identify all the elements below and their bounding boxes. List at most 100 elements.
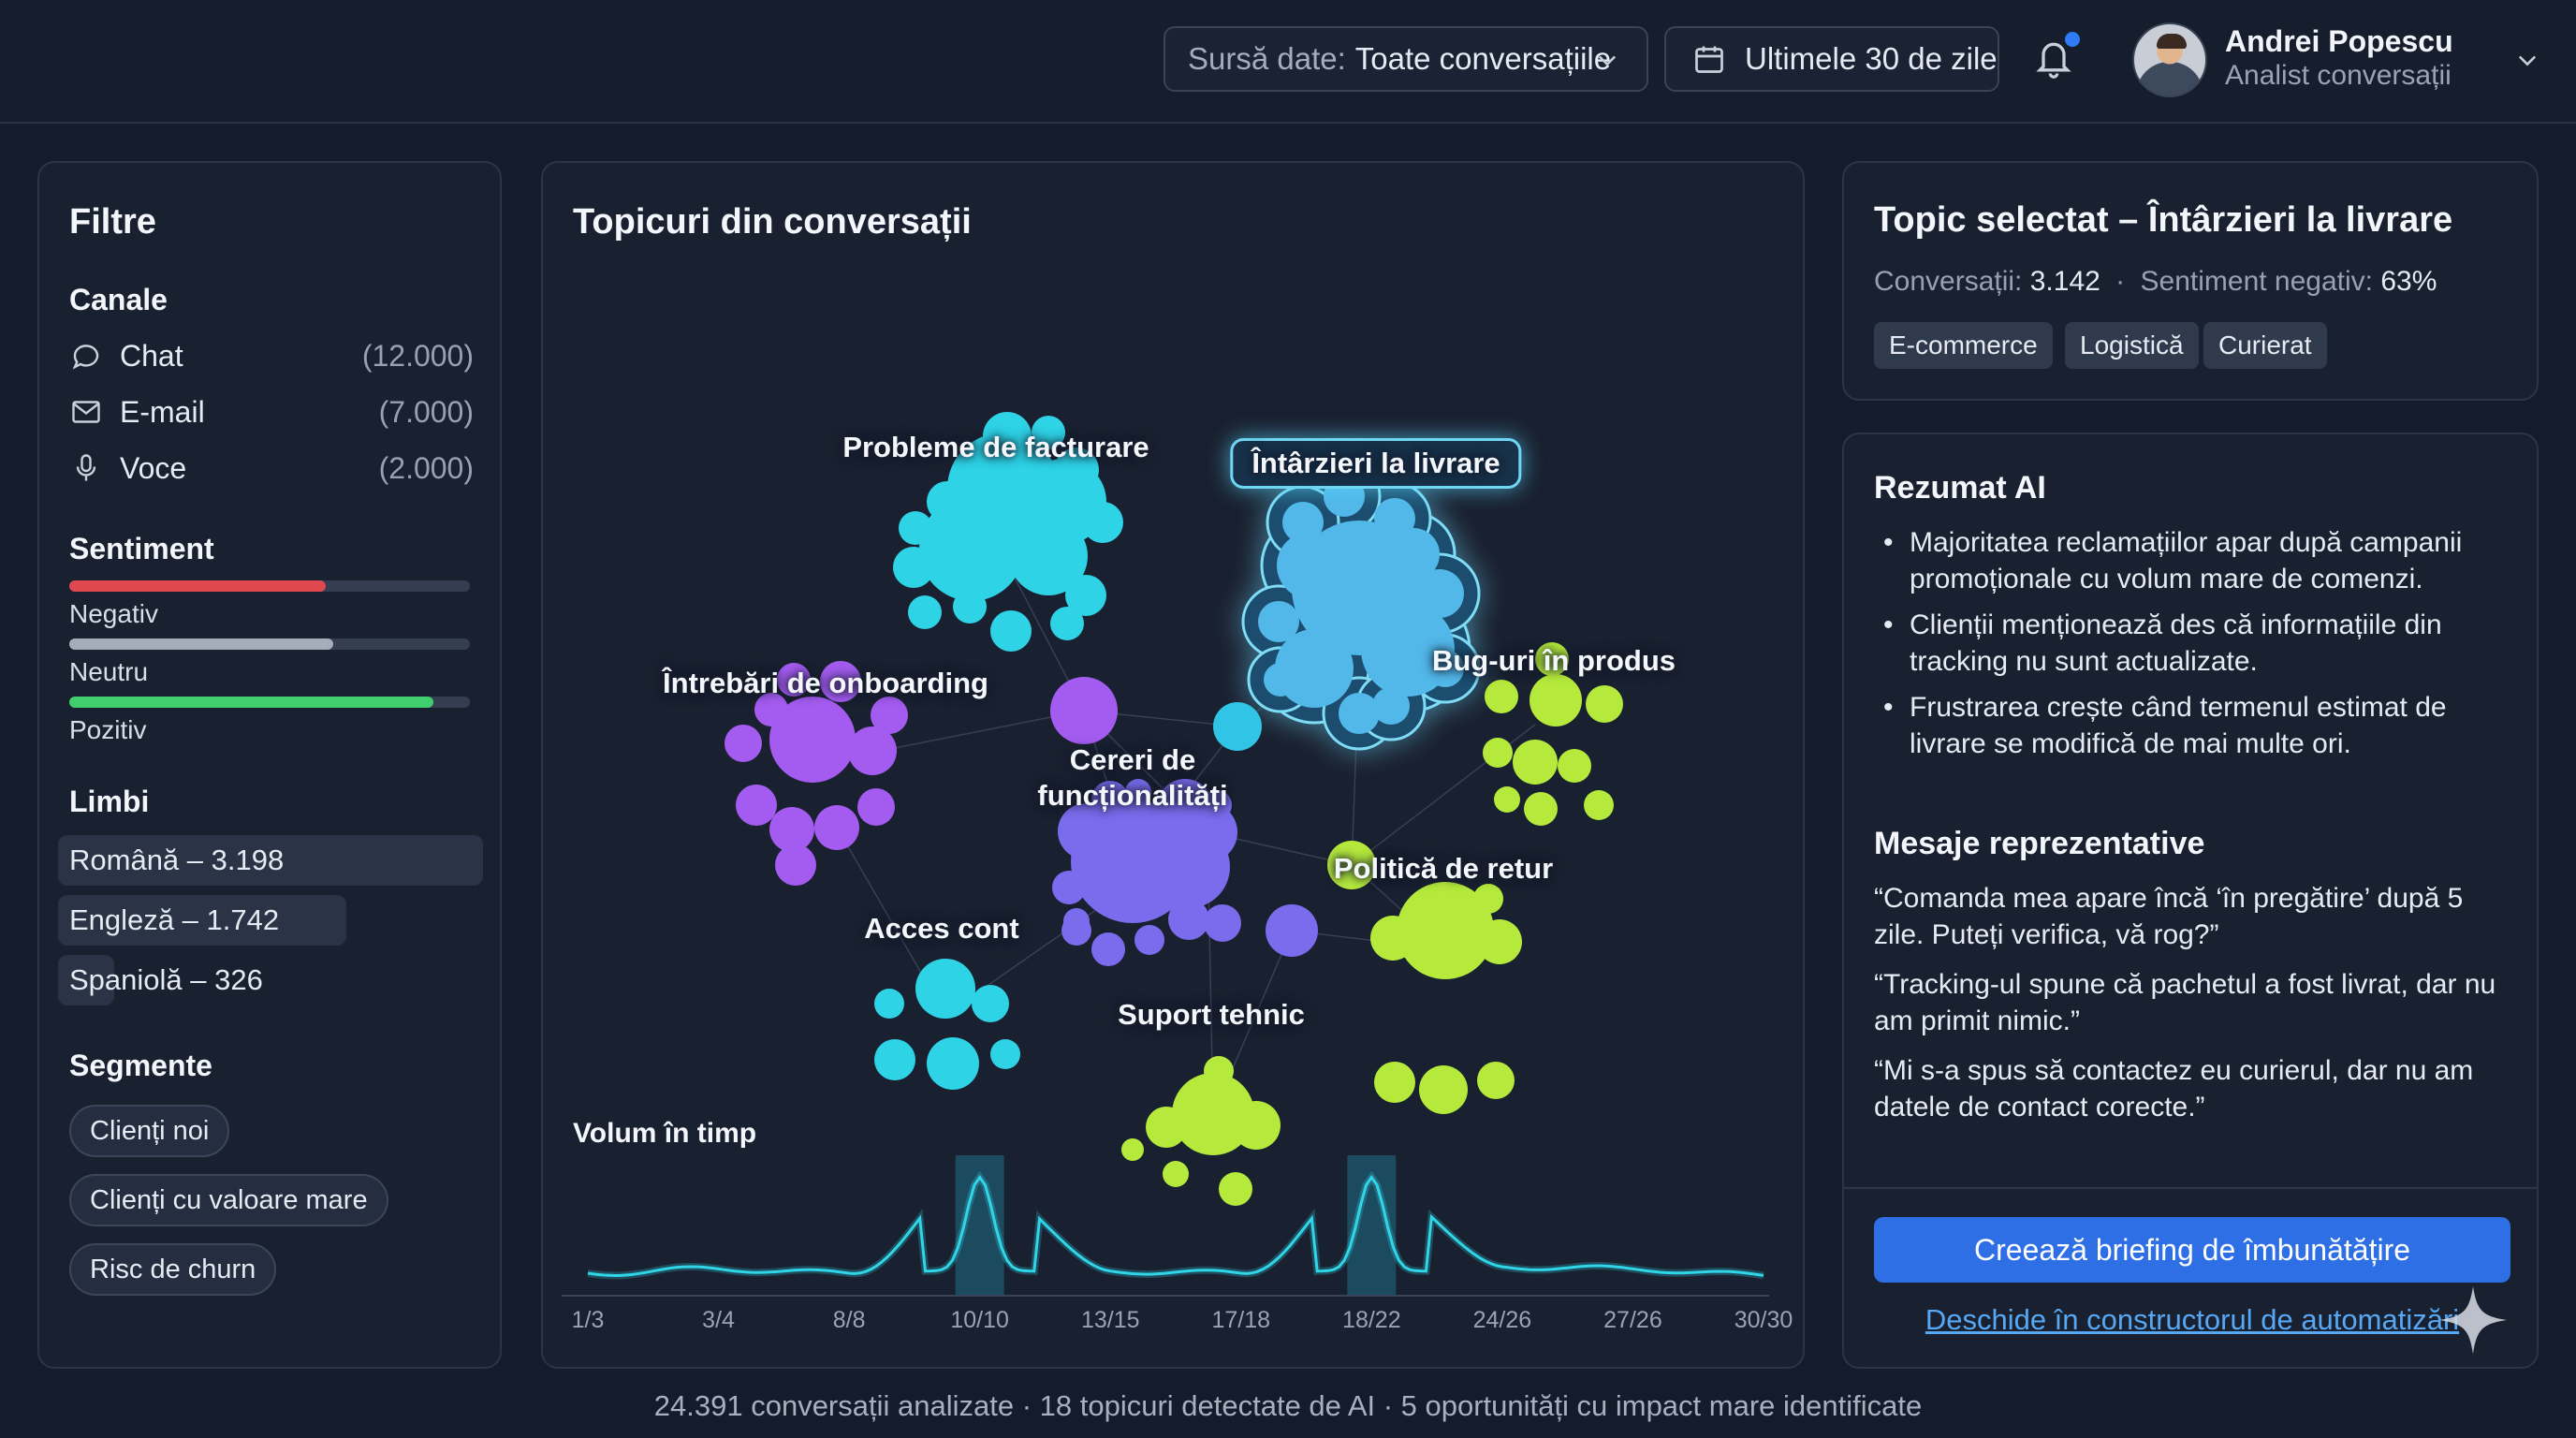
topic-label-delivery-delays[interactable]: Întârzieri la livrare: [1230, 438, 1522, 489]
topic-bubble[interactable]: [1530, 674, 1582, 726]
segment-chip-churn-risk[interactable]: Risc de churn: [69, 1243, 277, 1296]
topic-bubble[interactable]: [915, 959, 975, 1019]
topic-label-tech-support[interactable]: Suport tehnic: [1118, 998, 1305, 1031]
hub-bubble[interactable]: [1050, 677, 1118, 744]
topic-bubble[interactable]: [990, 610, 1032, 652]
topic-bubble[interactable]: [871, 697, 908, 734]
topic-cluster[interactable]: [1370, 882, 1522, 1114]
topic-cluster[interactable]: [893, 412, 1123, 652]
topic-bubble[interactable]: [972, 985, 1009, 1022]
topic-bubble[interactable]: [1125, 779, 1151, 805]
topic-bubble[interactable]: [848, 726, 897, 775]
sentiment-bar-negative[interactable]: [69, 580, 470, 592]
topic-bubble[interactable]: [874, 1039, 915, 1080]
topic-bubble[interactable]: [1204, 1056, 1234, 1086]
hub-bubble[interactable]: [1178, 802, 1237, 862]
topic-cluster[interactable]: [874, 959, 1020, 1090]
channel-email[interactable]: E-mail (7.000): [69, 391, 474, 433]
language-item-romanian[interactable]: Română – 3.198: [58, 835, 483, 886]
topic-cluster[interactable]: [1052, 779, 1241, 966]
topic-bubble[interactable]: [1494, 786, 1520, 813]
topic-bubble[interactable]: [1372, 687, 1410, 725]
date-range-picker[interactable]: Ultimele 30 de zile: [1664, 26, 1999, 92]
topic-bubble[interactable]: [1415, 569, 1464, 618]
topic-bubble[interactable]: [1091, 781, 1129, 818]
topic-bubble[interactable]: [1258, 601, 1299, 642]
topic-bubble[interactable]: [1524, 792, 1558, 826]
topic-bubble[interactable]: [1168, 899, 1209, 940]
topic-bubble[interactable]: [1146, 1107, 1187, 1148]
channel-chat[interactable]: Chat (12.000): [69, 335, 474, 376]
topic-bubble[interactable]: [775, 844, 816, 886]
topic-label-product-bugs[interactable]: Bug-uri în produs: [1431, 644, 1676, 677]
topic-bubble[interactable]: [1219, 1172, 1252, 1206]
topic-bubble[interactable]: [1473, 884, 1503, 914]
topic-label-feature-requests[interactable]: Cereri de: [1069, 743, 1196, 776]
topic-bubble[interactable]: [908, 595, 942, 629]
topic-bubble[interactable]: [1535, 642, 1569, 676]
topic-cluster[interactable]: [1483, 642, 1623, 826]
topic-bubble[interactable]: [1427, 650, 1464, 687]
topic-bubble[interactable]: [736, 785, 777, 826]
create-briefing-button[interactable]: Creează briefing de îmbunătățire: [1874, 1217, 2510, 1283]
topic-bubble[interactable]: [1370, 916, 1415, 961]
topic-bubble[interactable]: [1264, 663, 1297, 697]
topic-bubble[interactable]: [820, 661, 861, 702]
topic-bubble[interactable]: [1134, 925, 1164, 955]
topic-cluster[interactable]: [1241, 459, 1481, 751]
topic-bubble[interactable]: [1397, 882, 1494, 979]
topic-bubble[interactable]: [990, 1039, 1020, 1069]
channel-voice[interactable]: Voce (2.000): [69, 448, 474, 489]
topic-bubble[interactable]: [1050, 607, 1084, 640]
topic-bubble[interactable]: [953, 590, 987, 624]
topic-bubble[interactable]: [1032, 416, 1065, 449]
sentiment-bar-positive[interactable]: [69, 697, 470, 708]
tag-chip-courier[interactable]: Curierat: [2203, 322, 2327, 369]
segment-chip-new-clients[interactable]: Clienți noi: [69, 1105, 230, 1157]
topic-bubble[interactable]: [927, 481, 968, 522]
avatar[interactable]: [2132, 22, 2207, 97]
topic-bubble[interactable]: [927, 1037, 979, 1090]
topic-label-return-policy[interactable]: Politică de retur: [1333, 852, 1554, 885]
topic-bubble[interactable]: [1374, 1062, 1415, 1103]
topic-bubble[interactable]: [1584, 790, 1614, 820]
topic-bubble[interactable]: [769, 697, 856, 783]
topic-bubble[interactable]: [1065, 575, 1106, 616]
topic-bubble[interactable]: [1277, 532, 1344, 599]
topic-bubble[interactable]: [1058, 803, 1114, 859]
topic-bubble[interactable]: [919, 496, 1024, 601]
topic-bubble[interactable]: [1163, 1161, 1189, 1187]
topic-bubble[interactable]: [1477, 1062, 1515, 1099]
topic-label-account-access[interactable]: Acces cont: [864, 912, 1019, 945]
topic-bubble[interactable]: [1477, 919, 1522, 964]
topic-bubble[interactable]: [1374, 498, 1415, 539]
topic-bubble[interactable]: [1387, 528, 1440, 580]
language-item-english[interactable]: Engleză – 1.742: [58, 895, 346, 946]
topic-cluster[interactable]: [1121, 1056, 1281, 1206]
topic-bubble[interactable]: [724, 725, 762, 762]
topic-bubble[interactable]: [1483, 738, 1513, 768]
topic-bubble[interactable]: [1232, 1101, 1281, 1150]
topic-bubble[interactable]: [769, 807, 814, 852]
bell-icon[interactable]: [2033, 36, 2074, 81]
topic-bubble[interactable]: [777, 663, 811, 697]
sentiment-bar-neutral[interactable]: [69, 638, 470, 650]
hub-bubble[interactable]: [1266, 904, 1318, 957]
data-source-dropdown[interactable]: Sursă date: Toate conversațiile: [1164, 26, 1648, 92]
topic-bubble[interactable]: [1485, 680, 1518, 713]
topic-label-billing[interactable]: Probleme de facturare: [842, 431, 1149, 463]
volume-chart[interactable]: [543, 1155, 1803, 1305]
topic-bubble[interactable]: [1282, 502, 1324, 543]
topic-bubble[interactable]: [983, 412, 1032, 461]
topic-cluster[interactable]: [724, 661, 908, 886]
language-item-spanish[interactable]: Spaniolă – 326: [58, 955, 263, 1005]
topic-bubble[interactable]: [1052, 871, 1086, 904]
hub-bubble[interactable]: [1063, 908, 1090, 934]
topic-bubble[interactable]: [1339, 693, 1380, 734]
hub-bubble[interactable]: [1213, 702, 1262, 751]
topic-bubble[interactable]: [1586, 685, 1623, 723]
topic-label-onboarding[interactable]: Întrebări de onboarding: [663, 667, 988, 699]
tag-chip-ecommerce[interactable]: E-commerce: [1874, 322, 2053, 369]
topic-bubble[interactable]: [1204, 904, 1241, 942]
open-automation-builder-link[interactable]: Deschide în constructorul de automatizăr…: [1925, 1303, 2460, 1336]
